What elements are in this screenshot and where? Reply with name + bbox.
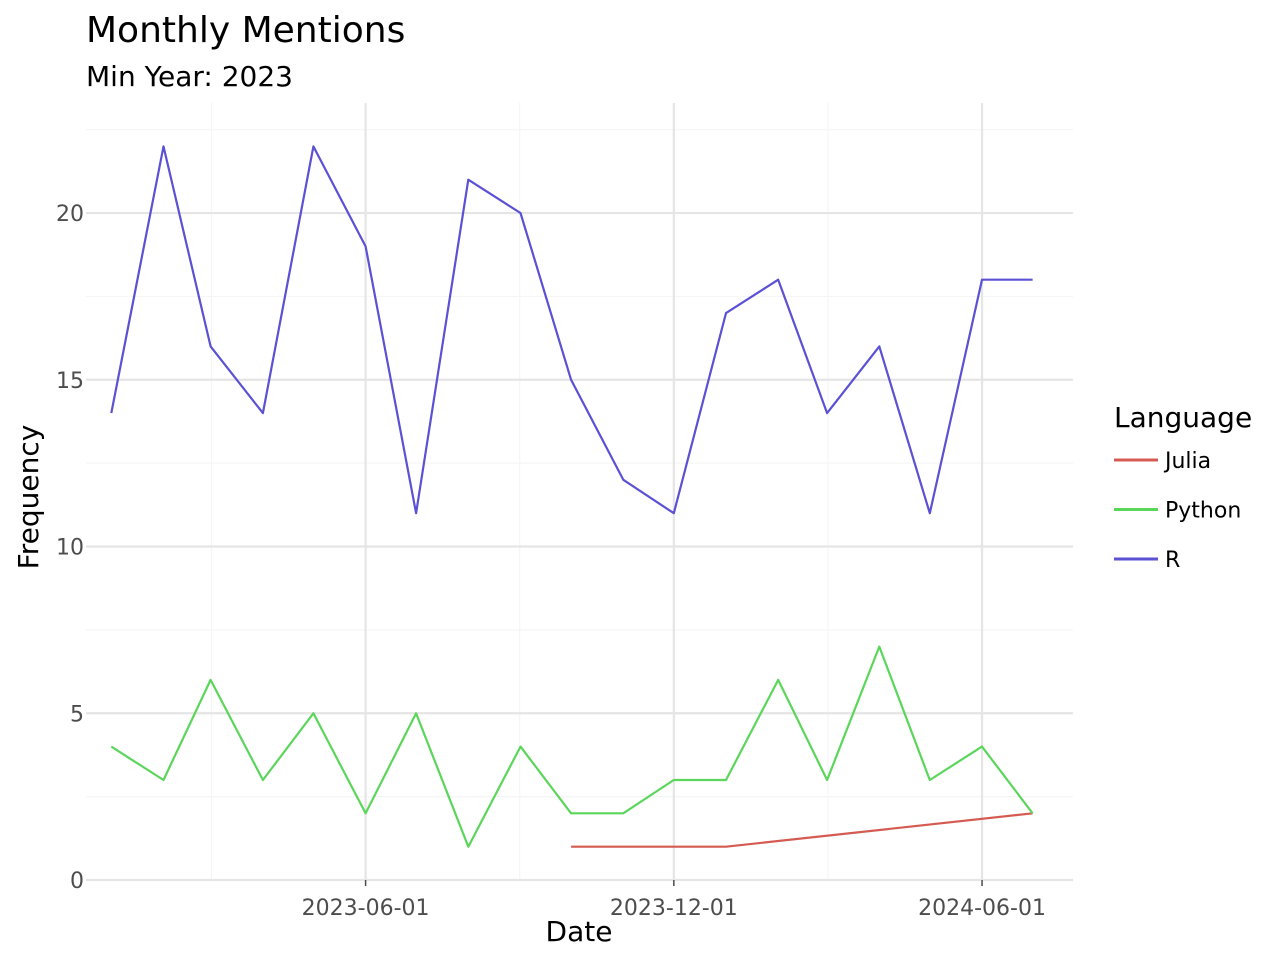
series-line-python <box>110 645 1034 848</box>
legend-items: Julia Python R <box>1114 449 1241 573</box>
x-tick-label: 2023-12-01 <box>610 896 738 921</box>
x-tick-label: 2023-06-01 <box>302 896 430 921</box>
y-tick-label: 15 <box>56 369 84 394</box>
legend-title: Language <box>1114 401 1252 434</box>
y-tick-label: 0 <box>70 869 84 894</box>
legend-label-python: Python <box>1165 499 1241 524</box>
legend-label-julia: Julia <box>1163 449 1211 474</box>
legend: Language Julia Python R <box>1114 401 1252 573</box>
chart-subtitle: Min Year: 2023 <box>86 60 293 93</box>
grid <box>86 103 1073 882</box>
x-axis-title: Date <box>546 915 613 948</box>
y-axis-ticks: 0 5 10 15 20 <box>56 202 84 894</box>
y-tick-label: 10 <box>56 536 84 561</box>
chart-title: Monthly Mentions <box>86 10 405 51</box>
y-tick-label: 5 <box>70 702 84 727</box>
legend-label-r: R <box>1165 548 1180 573</box>
x-axis-ticks: 2023-06-01 2023-12-01 2024-06-01 <box>302 880 1046 921</box>
y-axis-title: Frequency <box>12 425 45 570</box>
series-lines <box>110 145 1034 848</box>
x-tick-label: 2024-06-01 <box>918 896 1046 921</box>
series-line-julia <box>571 812 1033 848</box>
series-line-r <box>110 145 1033 515</box>
y-tick-label: 20 <box>56 202 84 227</box>
